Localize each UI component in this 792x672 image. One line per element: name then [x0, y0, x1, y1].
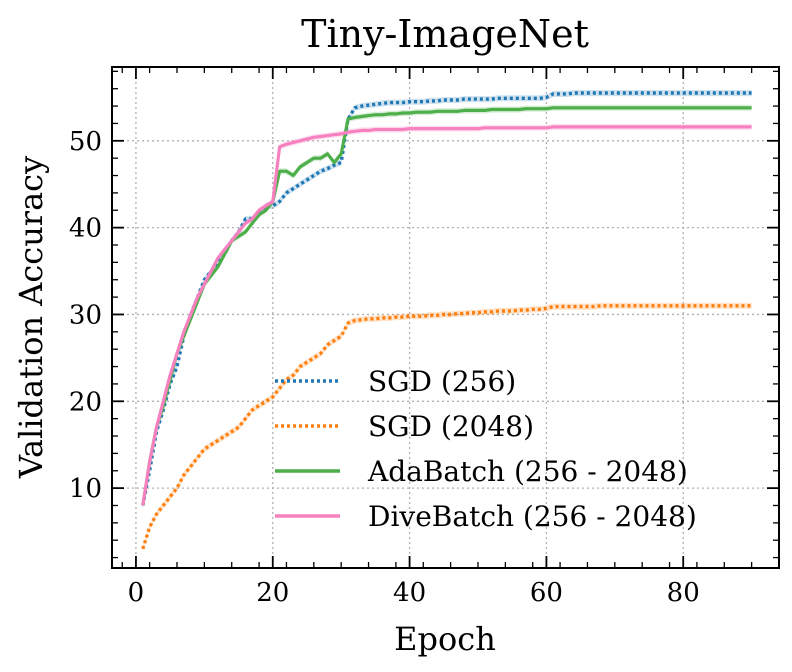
y-tick-label: 40	[69, 214, 102, 244]
series-lines	[141, 91, 752, 550]
grid	[112, 67, 779, 568]
series-line-2	[141, 106, 752, 506]
plot-frame	[111, 66, 780, 569]
series-line-3	[141, 125, 752, 506]
legend-label-0: SGD (256)	[368, 365, 516, 398]
y-tick-label: 20	[69, 387, 102, 417]
series-line-0	[141, 91, 752, 506]
x-tick-label: 60	[530, 578, 563, 608]
x-tick-label: 0	[128, 578, 145, 608]
legend-label-3: DiveBatch (256 - 2048)	[368, 500, 697, 533]
x-tick-label: 80	[667, 578, 700, 608]
y-tick-label: 10	[69, 474, 102, 504]
series-line-1	[141, 304, 752, 550]
x-tick-label: 40	[393, 578, 426, 608]
axis-ticks: 0 20 40 60 80 10 20 30 40 50	[69, 67, 780, 608]
legend-label-1: SGD (2048)	[368, 410, 534, 443]
y-axis-label: Validation Accuracy	[12, 156, 50, 479]
x-axis-label: Epoch	[394, 620, 496, 658]
chart-title: Tiny-ImageNet	[301, 12, 589, 56]
x-tick-label: 20	[256, 578, 289, 608]
legend-label-2: AdaBatch (256 - 2048)	[367, 455, 688, 488]
series-band-0	[142, 90, 752, 509]
y-tick-label: 30	[69, 300, 102, 330]
legend: SGD (256) SGD (2048) AdaBatch (256 - 2048)…	[275, 365, 697, 533]
y-tick-label: 50	[69, 127, 102, 157]
